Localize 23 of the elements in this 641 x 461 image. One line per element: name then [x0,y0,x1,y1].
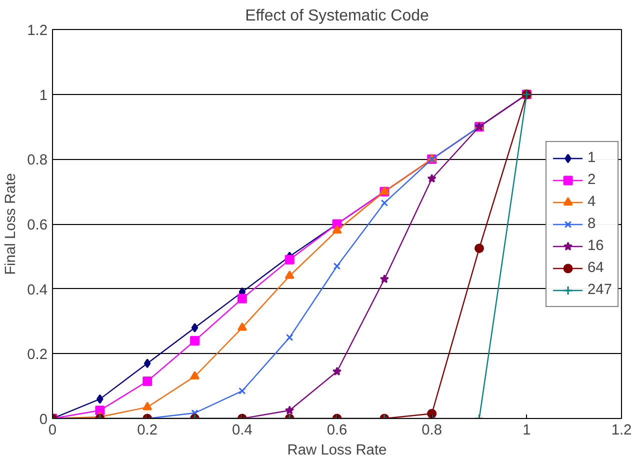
y-tick-label: 0 [39,412,48,428]
x-axis-title: Raw Loss Rate [287,442,387,458]
y-tick-label: 0.2 [27,347,48,364]
legend-label: 8 [588,216,597,232]
x-tick-label: 0.8 [422,422,442,438]
legend-label: 64 [588,260,605,276]
y-tick-label: 0.8 [27,152,48,169]
legend-label: 16 [588,238,605,254]
legend-label: 247 [588,282,612,298]
legend-label: 4 [588,194,597,210]
y-tick-label: 1 [39,88,48,104]
x-tick-label: 0.2 [137,422,158,438]
x-tick-label: 1.2 [611,422,632,438]
x-tick-label: 0.6 [326,422,348,438]
y-tick-label: 1.2 [27,23,48,39]
y-tick-label: 0.4 [27,282,48,298]
chart-title: Effect of Systematic Code [245,8,429,24]
y-axis-title: Final Loss Rate [3,173,20,275]
x-tick-label: 1 [522,422,531,438]
x-tick-label: 0.4 [232,422,252,438]
y-tick-label: 0.6 [27,218,48,234]
legend-label: 2 [588,172,597,188]
legend-label: 1 [588,150,597,166]
